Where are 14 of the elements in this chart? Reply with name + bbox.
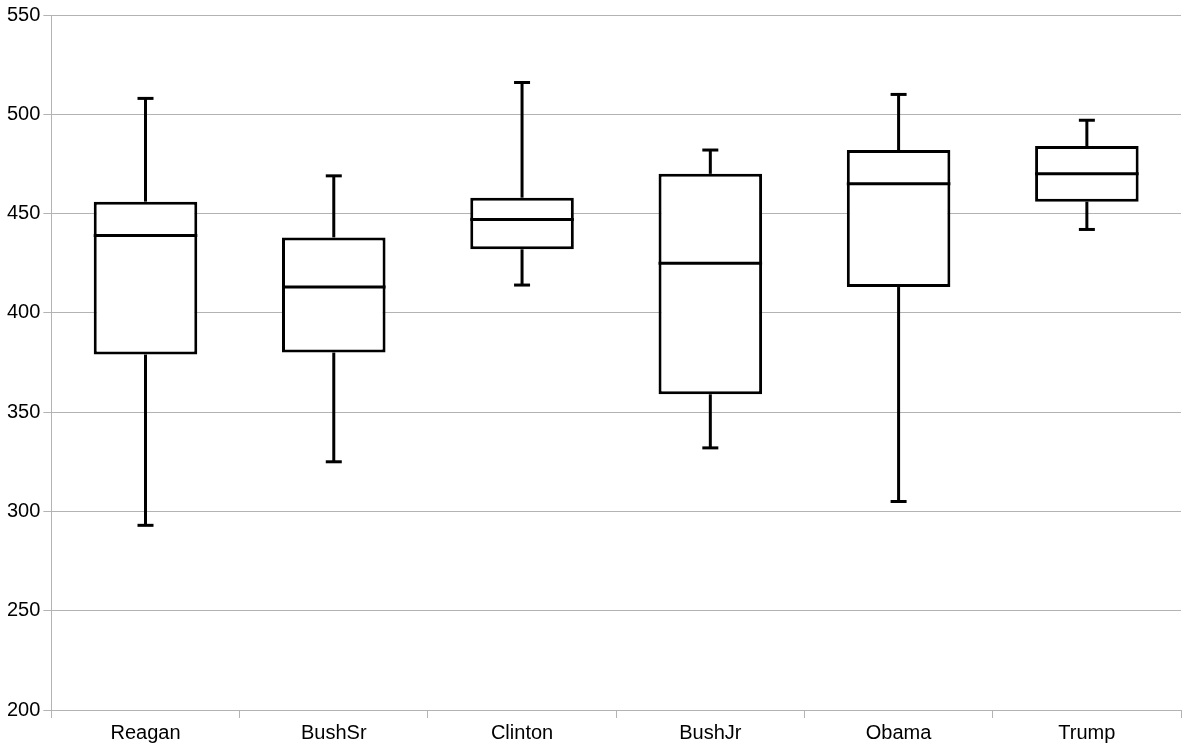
y-tick-label: 250 (6, 598, 41, 621)
x-tick-label: BushSr (300, 720, 367, 743)
y-tick-label: 300 (6, 498, 41, 521)
y-tick-label: 350 (6, 399, 41, 422)
y-tick-label: 400 (6, 300, 41, 323)
y-tick-label: 550 (6, 2, 41, 25)
y-tick-label: 450 (6, 201, 41, 224)
x-tick-label: Trump (1058, 720, 1116, 743)
y-tick-label: 200 (6, 697, 41, 720)
x-tick-label: Clinton (490, 720, 554, 743)
x-tick-label: Reagan (110, 720, 181, 743)
y-tick-label: 500 (6, 101, 41, 124)
x-tick-label: Obama (865, 720, 933, 743)
x-tick-label: BushJr (679, 720, 742, 743)
